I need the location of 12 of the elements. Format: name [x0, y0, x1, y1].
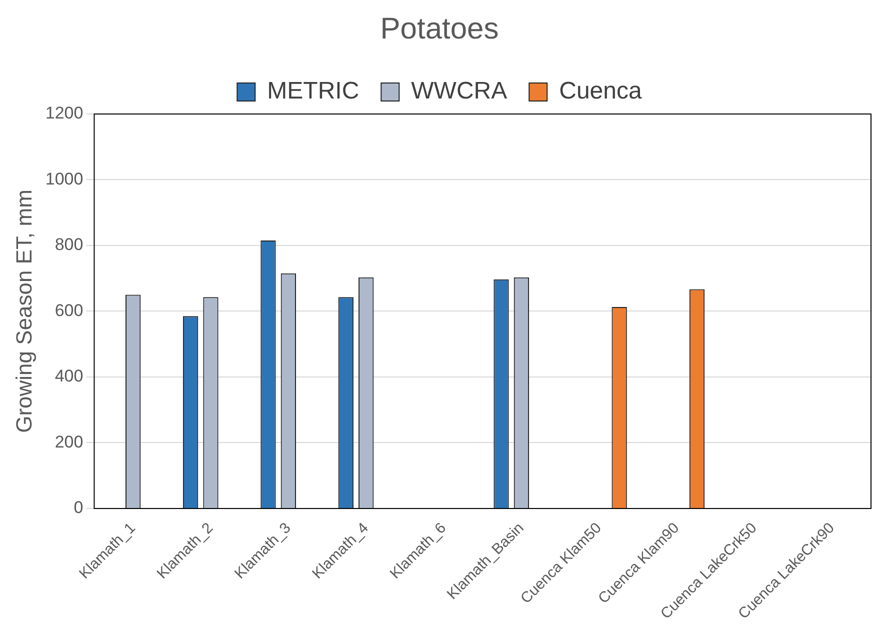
y-tick-label: 600 — [54, 300, 84, 320]
y-tick-label: 200 — [54, 432, 84, 452]
legend-label: WWCRA — [411, 78, 508, 105]
y-tick-label: 1200 — [45, 104, 84, 123]
y-tick-label: 800 — [54, 235, 84, 254]
legend-label: Cuenca — [559, 78, 642, 105]
y-tick-label: 400 — [54, 366, 84, 386]
legend-label: METRIC — [267, 78, 360, 105]
y-axis-title: Growing Season ET, mm — [11, 190, 36, 433]
y-tick-label: 1000 — [45, 169, 84, 188]
y-tick-label: 0 — [74, 498, 84, 518]
chart-title: Potatoes — [380, 12, 499, 46]
